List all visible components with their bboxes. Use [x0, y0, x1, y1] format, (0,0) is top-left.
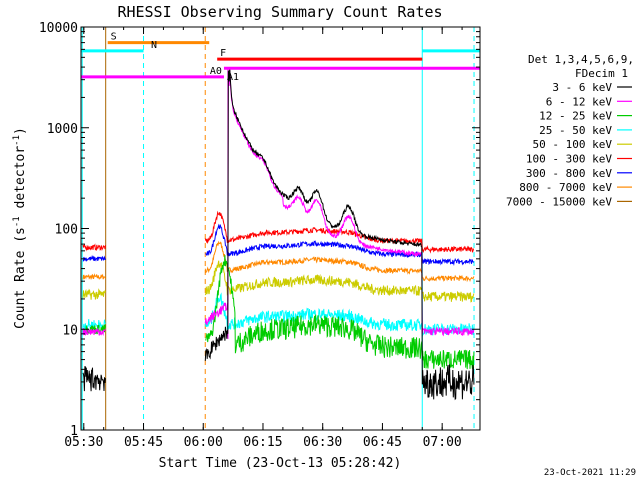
state-label-N: N — [151, 40, 157, 51]
x-tick-label: 05:30 — [64, 435, 103, 450]
x-tick-label: 05:45 — [124, 435, 163, 450]
y-tick-label: 1 — [70, 424, 78, 439]
state-label-S: S — [111, 32, 117, 43]
legend-entry-label: 12 - 25 keV — [539, 110, 612, 123]
series-line-300to800keV — [82, 223, 475, 267]
legend-entry-label: 3 - 6 keV — [552, 81, 612, 94]
y-tick-label: 1000 — [47, 122, 78, 137]
legend-entry-label: 6 - 12 keV — [546, 95, 613, 108]
x-tick-label: 06:00 — [184, 435, 223, 450]
state-label-A1: A1 — [227, 72, 239, 83]
legend-entry-label: 800 - 7000 keV — [519, 181, 612, 194]
legend-entry-label: 7000 - 15000 keV — [506, 195, 612, 208]
footer-timestamp: 23-Oct-2021 11:29 — [544, 468, 636, 478]
y-tick-label: 100 — [55, 223, 78, 238]
axes: 05:30 05:45 06:00 06:15 06:30 06:45 07:00 1 10 10… — [39, 21, 480, 450]
state-label-F: F — [220, 48, 226, 59]
y-axis-label: Count Rate (s-1 detector-1) — [12, 127, 28, 329]
legend-title-decim: FDecim 1 — [575, 67, 628, 80]
y-tick-label: 10000 — [39, 21, 78, 36]
legend-entry-label: 300 - 800 keV — [526, 167, 612, 180]
series-line-800to7000keV — [82, 240, 475, 283]
legend-entry-label: 100 - 300 keV — [526, 153, 612, 166]
series-line-3to6keV — [82, 67, 475, 401]
x-tick-label: 06:30 — [303, 435, 342, 450]
x-tick-label: 06:45 — [363, 435, 402, 450]
x-tick-label: 06:15 — [243, 435, 282, 450]
legend-entry-label: 50 - 100 keV — [533, 138, 613, 151]
y-tick-label: 10 — [62, 323, 78, 338]
x-tick-label: 07:00 — [423, 435, 462, 450]
state-label-A0: A0 — [210, 66, 222, 77]
plot-area: S N F A0 A1 — [81, 27, 480, 430]
series-line-50to100keV — [82, 260, 475, 303]
x-axis-label: Start Time (23-Oct-13 05:28:42) — [159, 456, 402, 471]
chart-title: RHESSI Observing Summary Count Rates — [117, 3, 442, 21]
legend-entry-label: 25 - 50 keV — [539, 124, 612, 137]
series-line-6to12keV — [82, 70, 475, 337]
legend-title-detectors: Det 1,3,4,5,6,9, — [528, 53, 634, 66]
